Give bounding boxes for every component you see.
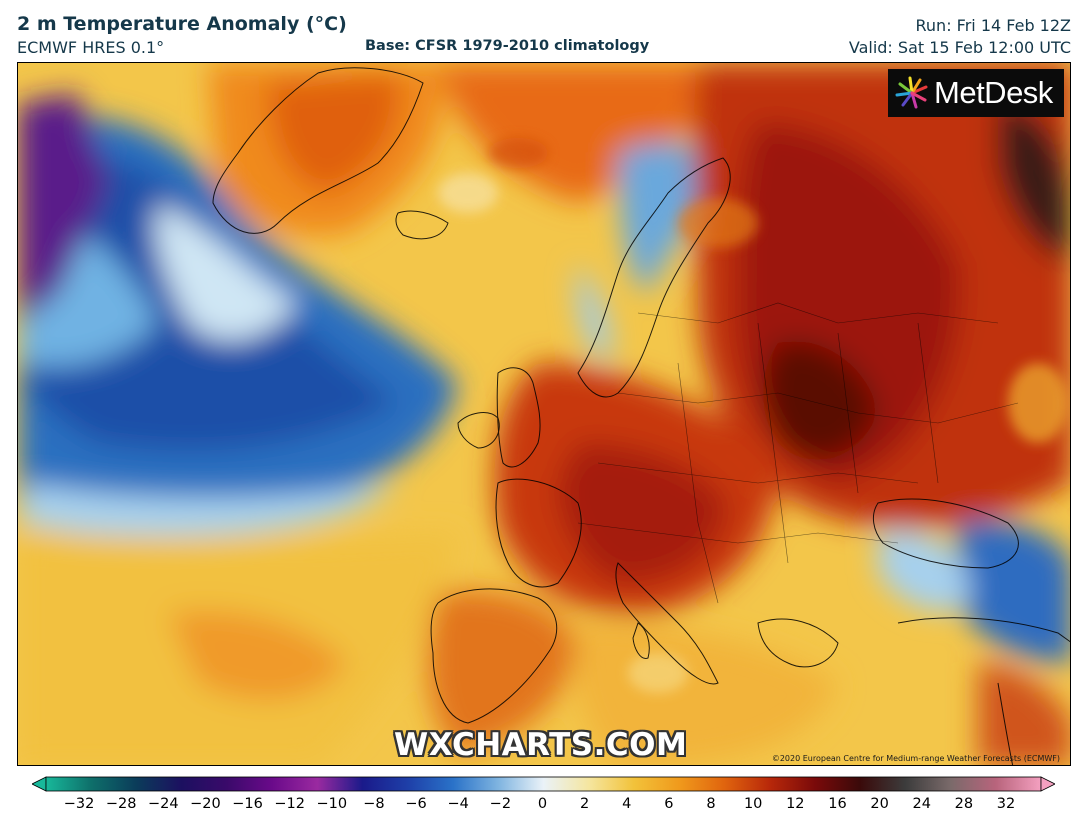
- colorbar-tick-label: −12: [274, 796, 305, 812]
- temperature-anomaly-map[interactable]: MetDesk WXCHARTS.COM ©2020 European Cent…: [17, 62, 1071, 766]
- colorbar-ticks: −32 −28 −24 −20 −16 −12 −10 −8 −6 −4 −2 0 2 4 6 8 10 12 16…: [0, 796, 1088, 820]
- colorbar-tick-label: 12: [786, 796, 805, 812]
- colorbar-tick-label: 8: [706, 796, 716, 812]
- colorbar-tick-label: −6: [405, 796, 427, 812]
- metdesk-logo-icon: [895, 76, 928, 109]
- colorbar-tick-label: 4: [622, 796, 632, 812]
- colorbar-tick-label: 24: [912, 796, 931, 812]
- colorbar-tick-label: 16: [828, 796, 847, 812]
- colorbar-tick-label: 6: [664, 796, 674, 812]
- colorbar-tick-label: −10: [316, 796, 348, 812]
- colorbar-body: [45, 776, 1042, 792]
- colorbar-tick-label: 0: [537, 796, 548, 812]
- colorbar-tick-label: −4: [447, 796, 469, 812]
- colorbar-tick-label: −28: [105, 796, 137, 812]
- colorbar-tick-label: 2: [580, 796, 590, 812]
- colorbar: [32, 776, 1055, 792]
- colorbar-tick-label: −8: [363, 796, 385, 812]
- colorbar-tick-label: 10: [743, 796, 763, 812]
- valid-time-label: Valid: Sat 15 Feb 12:00 UTC: [848, 38, 1071, 57]
- wxcharts-watermark: WXCHARTS.COM: [394, 727, 688, 763]
- colorbar-tick-label: −16: [232, 796, 263, 812]
- chart-title: 2 m Temperature Anomaly (°C): [17, 13, 347, 35]
- colorbar-tick-label: −20: [190, 796, 221, 812]
- ecmwf-copyright: ©2020 European Centre for Medium-range W…: [771, 754, 1060, 763]
- colorbar-tick-label: −24: [147, 796, 179, 812]
- metdesk-logo: MetDesk: [888, 69, 1064, 117]
- climatology-base-label: Base: CFSR 1979-2010 climatology: [365, 38, 650, 54]
- metdesk-logo-text: MetDesk: [934, 75, 1053, 110]
- model-label: ECMWF HRES 0.1°: [17, 38, 165, 57]
- colorbar-tick-label: 32: [996, 796, 1016, 812]
- colorbar-tick-label: 28: [954, 796, 974, 812]
- map-canvas: [18, 63, 1070, 765]
- colorbar-tick-label: −32: [63, 796, 95, 812]
- colorbar-tick-label: 20: [870, 796, 889, 812]
- colorbar-min-arrow: [32, 776, 47, 792]
- run-time-label: Run: Fri 14 Feb 12Z: [915, 16, 1071, 35]
- colorbar-tick-label: −2: [489, 796, 512, 812]
- colorbar-max-arrow: [1040, 776, 1055, 792]
